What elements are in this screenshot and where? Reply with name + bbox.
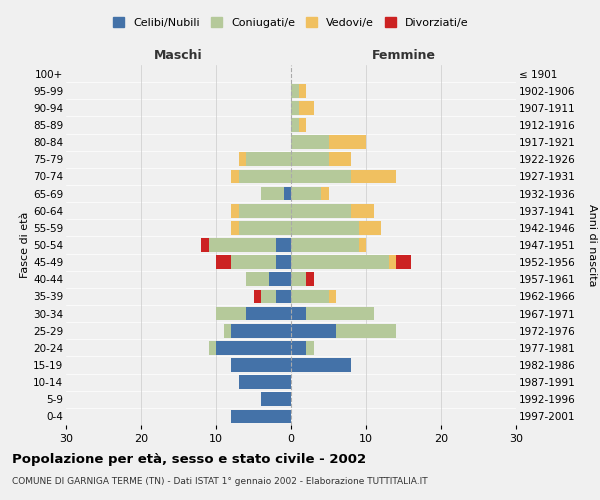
- Bar: [216, 256, 231, 269]
- Bar: [261, 186, 284, 200]
- Bar: [329, 136, 366, 149]
- Bar: [246, 272, 269, 286]
- Bar: [239, 376, 291, 389]
- Bar: [291, 84, 299, 98]
- Bar: [291, 290, 329, 304]
- Bar: [246, 152, 291, 166]
- Bar: [306, 306, 373, 320]
- Bar: [306, 272, 314, 286]
- Text: Popolazione per età, sesso e stato civile - 2002: Popolazione per età, sesso e stato civil…: [12, 452, 366, 466]
- Legend: Celibi/Nubili, Coniugati/e, Vedovi/e, Divorziati/e: Celibi/Nubili, Coniugati/e, Vedovi/e, Di…: [109, 13, 473, 32]
- Bar: [321, 186, 329, 200]
- Bar: [231, 204, 239, 218]
- Bar: [261, 392, 291, 406]
- Bar: [299, 101, 314, 114]
- Bar: [329, 152, 351, 166]
- Bar: [396, 256, 411, 269]
- Bar: [291, 101, 299, 114]
- Bar: [231, 170, 239, 183]
- Bar: [231, 324, 291, 338]
- Y-axis label: Anni di nascita: Anni di nascita: [587, 204, 596, 286]
- Bar: [306, 341, 314, 354]
- Bar: [284, 186, 291, 200]
- Bar: [231, 221, 239, 234]
- Bar: [299, 118, 306, 132]
- Text: COMUNE DI GARNIGA TERME (TN) - Dati ISTAT 1° gennaio 2002 - Elaborazione TUTTITA: COMUNE DI GARNIGA TERME (TN) - Dati ISTA…: [12, 478, 428, 486]
- Bar: [276, 256, 291, 269]
- Bar: [291, 204, 351, 218]
- Bar: [231, 256, 276, 269]
- Bar: [389, 256, 396, 269]
- Bar: [291, 152, 329, 166]
- Bar: [291, 221, 359, 234]
- Bar: [209, 238, 276, 252]
- Bar: [351, 204, 373, 218]
- Bar: [291, 358, 351, 372]
- Bar: [336, 324, 396, 338]
- Bar: [329, 290, 336, 304]
- Bar: [291, 186, 321, 200]
- Bar: [231, 410, 291, 424]
- Bar: [351, 170, 396, 183]
- Bar: [239, 170, 291, 183]
- Bar: [291, 238, 359, 252]
- Bar: [276, 238, 291, 252]
- Bar: [291, 272, 306, 286]
- Bar: [291, 136, 329, 149]
- Bar: [201, 238, 209, 252]
- Text: Femmine: Femmine: [371, 48, 436, 62]
- Bar: [216, 306, 246, 320]
- Bar: [209, 341, 216, 354]
- Text: Maschi: Maschi: [154, 48, 203, 62]
- Bar: [269, 272, 291, 286]
- Bar: [231, 358, 291, 372]
- Y-axis label: Fasce di età: Fasce di età: [20, 212, 30, 278]
- Bar: [359, 238, 366, 252]
- Bar: [291, 306, 306, 320]
- Bar: [291, 118, 299, 132]
- Bar: [291, 324, 336, 338]
- Bar: [223, 324, 231, 338]
- Bar: [276, 290, 291, 304]
- Bar: [216, 341, 291, 354]
- Bar: [239, 221, 291, 234]
- Bar: [261, 290, 276, 304]
- Bar: [299, 84, 306, 98]
- Bar: [359, 221, 381, 234]
- Bar: [291, 341, 306, 354]
- Bar: [254, 290, 261, 304]
- Bar: [291, 256, 389, 269]
- Bar: [246, 306, 291, 320]
- Bar: [239, 152, 246, 166]
- Bar: [291, 170, 351, 183]
- Bar: [239, 204, 291, 218]
